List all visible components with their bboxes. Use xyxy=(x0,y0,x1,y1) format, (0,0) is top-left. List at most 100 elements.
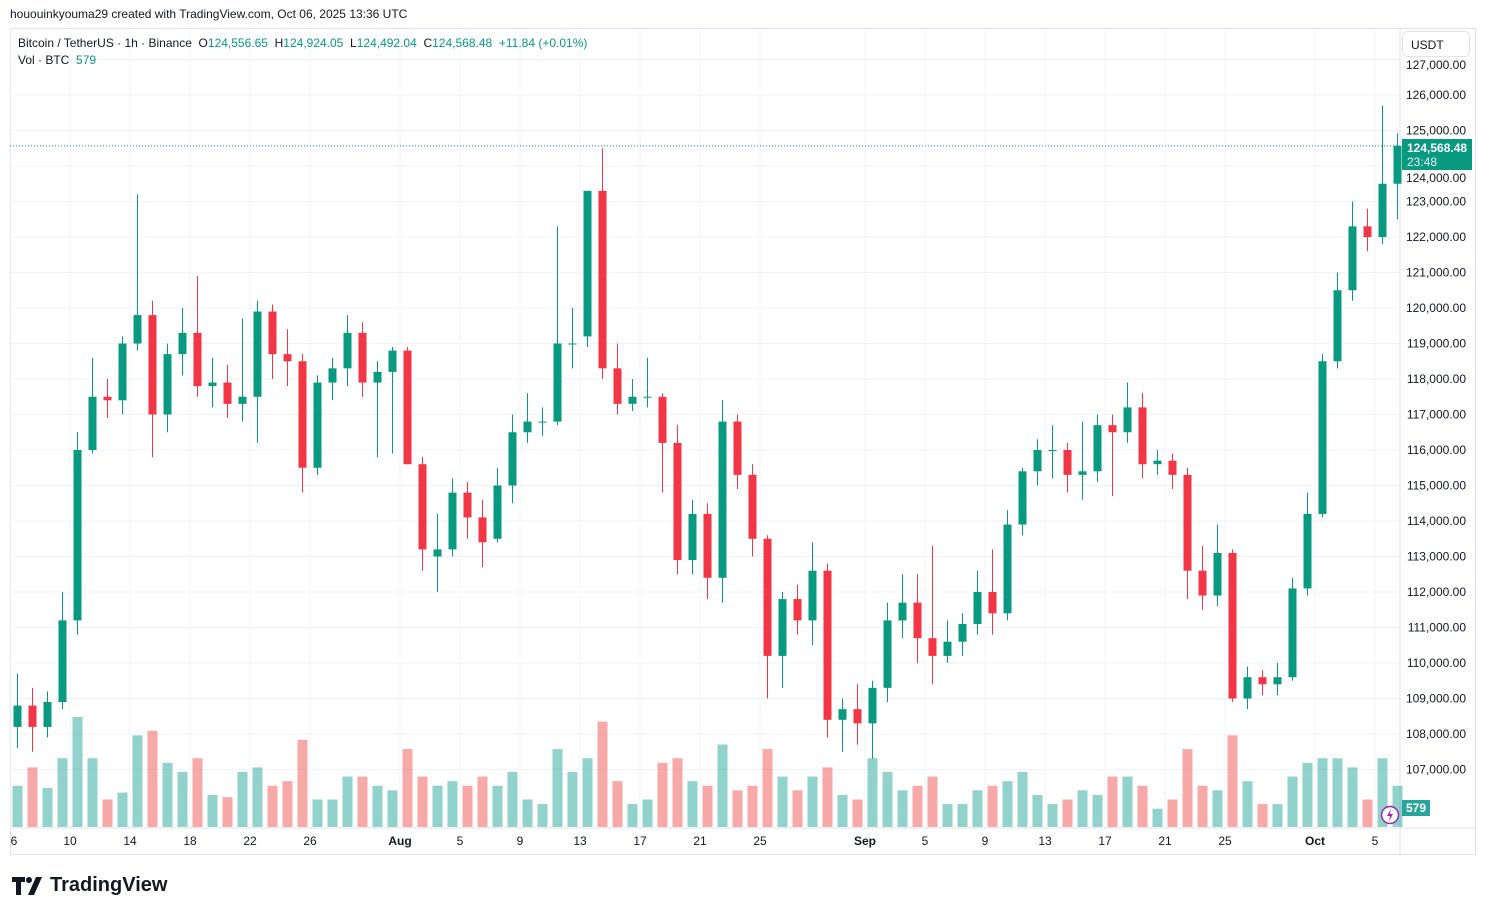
volume-bar xyxy=(642,799,653,827)
candle-body xyxy=(1303,513,1312,589)
time-tick-label: 9 xyxy=(517,834,524,848)
volume-bar xyxy=(12,785,23,827)
volume-value: 579 xyxy=(76,53,97,67)
volume-bar xyxy=(1122,776,1133,827)
candle-body xyxy=(1318,361,1327,514)
time-tick-label: 10 xyxy=(63,834,77,848)
candle-body xyxy=(1168,460,1177,475)
candle-body xyxy=(358,332,367,383)
price-tick-label: 127,000.00 xyxy=(1406,58,1466,72)
candle-body xyxy=(1198,570,1207,596)
candle-body xyxy=(1093,425,1102,472)
volume-bar xyxy=(882,772,893,827)
candle-body xyxy=(463,492,472,518)
price-axis: 107,000.00 108,000.00 109,000.00 110,000.00… xyxy=(1406,58,1466,777)
lightning-icon[interactable] xyxy=(1380,805,1400,825)
price-tick-label: 110,000.00 xyxy=(1407,656,1466,670)
candle-body xyxy=(88,396,97,450)
volume-bar xyxy=(1392,785,1403,827)
volume-bar xyxy=(867,758,878,827)
candle-body xyxy=(58,620,67,703)
volume-bar xyxy=(132,735,143,827)
volume-bar xyxy=(1362,799,1373,827)
volume-bar xyxy=(507,772,518,827)
volume-bar xyxy=(567,772,578,827)
candle-body xyxy=(1108,425,1117,433)
time-tick-label: Aug xyxy=(388,834,411,848)
volume-bar xyxy=(852,799,863,827)
price-tick-label: 112,000.00 xyxy=(1407,585,1466,599)
candle-body xyxy=(853,709,862,724)
volume-bar xyxy=(342,776,353,827)
candle-body xyxy=(1018,471,1027,525)
candle-body xyxy=(1138,407,1147,465)
candle-body xyxy=(1273,677,1282,685)
currency-button[interactable]: USDT xyxy=(1402,31,1470,57)
symbol-title[interactable]: Bitcoin / TetherUS · 1h · Binance xyxy=(18,36,192,50)
volume-bar xyxy=(957,804,968,827)
candle-body xyxy=(493,485,502,539)
candle-body xyxy=(508,432,517,486)
low-label: L xyxy=(350,36,357,50)
candle-body xyxy=(163,354,172,415)
candle-body xyxy=(958,623,967,642)
candle-body xyxy=(268,311,277,355)
time-tick-label: 21 xyxy=(1158,834,1172,848)
price-tick-label: 111,000.00 xyxy=(1408,621,1467,635)
time-tick-label: 13 xyxy=(1038,834,1052,848)
volume-bar xyxy=(357,776,368,827)
price-tick-label: 117,000.00 xyxy=(1407,408,1466,422)
volume-label[interactable]: Vol · BTC xyxy=(18,53,70,67)
candle-body xyxy=(1078,471,1087,475)
volume-bar xyxy=(1272,804,1283,827)
volume-bar xyxy=(597,721,608,827)
volume-bar xyxy=(402,749,413,827)
low-value: 124,492.04 xyxy=(356,36,417,50)
candle-body xyxy=(1393,145,1402,184)
volume-bar xyxy=(162,762,173,827)
candle-body xyxy=(1333,290,1342,362)
close-label: C xyxy=(423,36,433,50)
candle-body xyxy=(538,421,547,423)
candle-body xyxy=(1243,677,1252,699)
candle-body xyxy=(1363,226,1372,237)
price-tick-label: 118,000.00 xyxy=(1407,372,1466,386)
volume-bar xyxy=(87,758,98,827)
close-value: 124,568.48 xyxy=(432,36,493,50)
price-tick-label: 116,000.00 xyxy=(1407,443,1466,457)
volume-bar xyxy=(912,785,923,827)
candle-body xyxy=(253,311,262,397)
candle-body xyxy=(553,343,562,422)
candle-body xyxy=(1258,677,1267,685)
volume-bar xyxy=(1167,799,1178,827)
volume-bar xyxy=(747,785,758,827)
price-tick-label: 119,000.00 xyxy=(1407,337,1466,351)
time-tick-label: 5 xyxy=(1372,834,1379,848)
candle-body xyxy=(973,592,982,624)
candles xyxy=(13,105,1402,759)
volume-bar xyxy=(1182,749,1193,827)
candle-body xyxy=(178,332,187,355)
candle-body xyxy=(1048,450,1057,451)
tradingview-logo[interactable]: TradingView xyxy=(12,874,167,897)
open-label: O xyxy=(198,36,208,50)
candle-body xyxy=(733,421,742,475)
volume-bar xyxy=(702,785,713,827)
time-tick-label: 26 xyxy=(303,834,317,848)
bar-countdown: 23:48 xyxy=(1407,155,1438,169)
volume-bar xyxy=(1077,790,1088,827)
volume-bar xyxy=(1032,794,1043,827)
volume-bar xyxy=(1062,799,1073,827)
volume-bar xyxy=(282,781,293,827)
volume-bar xyxy=(267,785,278,827)
change-value: +11.84 (+0.01%) xyxy=(498,36,588,50)
volume-bar xyxy=(42,788,53,827)
candle-body xyxy=(223,382,232,404)
volume-bar xyxy=(1317,758,1328,827)
volume-bar xyxy=(57,758,68,827)
volume-bar xyxy=(522,799,533,827)
volume-bar xyxy=(477,776,488,827)
volume-bar xyxy=(312,799,323,827)
time-tick-label: 5 xyxy=(457,834,464,848)
